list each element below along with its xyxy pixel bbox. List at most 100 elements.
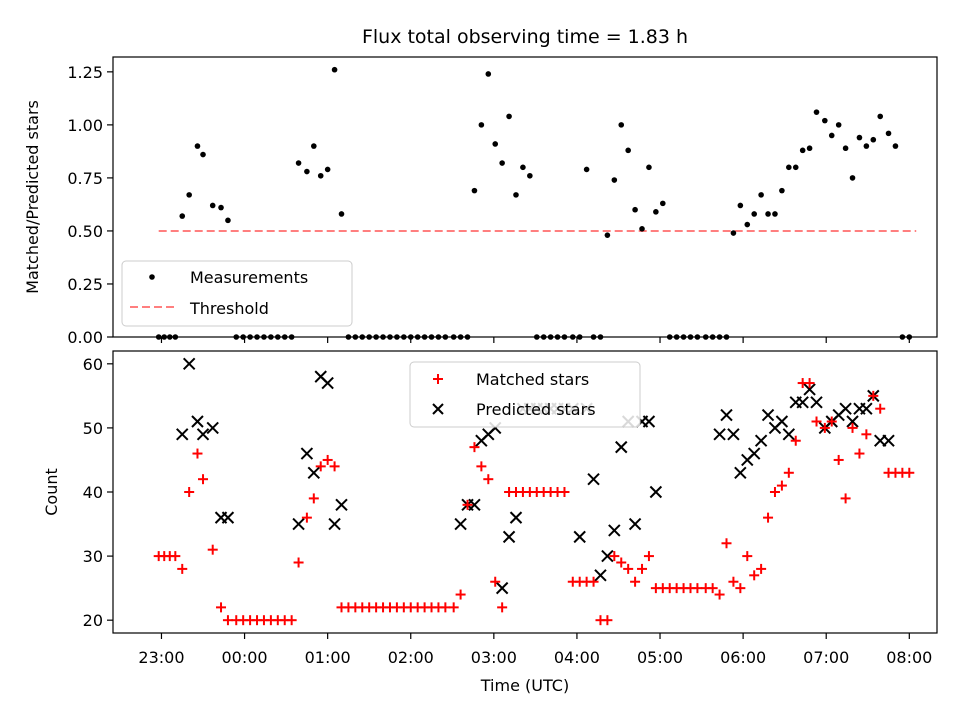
predicted-point bbox=[182, 357, 196, 371]
measurement-point bbox=[885, 130, 892, 137]
measurement-point bbox=[478, 122, 485, 128]
measurement-point bbox=[856, 134, 863, 141]
matched-point bbox=[742, 551, 753, 562]
y-tick-label: 20 bbox=[83, 611, 103, 630]
matched-point bbox=[769, 487, 780, 497]
measurement-point bbox=[304, 168, 310, 175]
predicted-point bbox=[300, 447, 314, 460]
matched-point bbox=[329, 461, 340, 472]
matched-point bbox=[483, 474, 494, 485]
predicted-point bbox=[601, 549, 614, 563]
matched-point bbox=[875, 403, 886, 414]
x-tick-label: 08:00 bbox=[886, 648, 932, 667]
matched-point bbox=[476, 461, 487, 472]
x-axis-label: Time (UTC) bbox=[480, 676, 569, 695]
measurement-point bbox=[632, 206, 638, 213]
matched-point bbox=[840, 493, 851, 504]
y-tick-label: 0.00 bbox=[67, 328, 103, 347]
predicted-point bbox=[221, 511, 235, 524]
y-tick-label: 60 bbox=[83, 355, 103, 374]
x-tick-label: 00:00 bbox=[222, 648, 268, 667]
predicted-point bbox=[727, 428, 740, 441]
matched-point bbox=[184, 487, 195, 497]
legend-measurements-label: Measurements bbox=[190, 268, 308, 287]
matched-point bbox=[322, 454, 333, 465]
matched-point bbox=[616, 557, 627, 568]
x-tick-label: 03:00 bbox=[471, 648, 517, 667]
matched-point bbox=[819, 422, 830, 433]
top-legend-box bbox=[121, 260, 353, 327]
matched-point bbox=[904, 467, 915, 478]
y-tick-label: 1.00 bbox=[67, 116, 103, 135]
matched-point bbox=[763, 512, 774, 523]
top-y-ticks: 0.00 0.25 0.50 0.75 1.00 1.25 bbox=[67, 63, 113, 347]
predicted-point bbox=[747, 447, 761, 460]
measurement-point bbox=[583, 166, 590, 173]
matched-point bbox=[216, 602, 227, 613]
predicted-point bbox=[796, 396, 809, 409]
measurement-point bbox=[520, 164, 526, 171]
matched-point bbox=[643, 551, 654, 562]
y-tick-label: 0.25 bbox=[67, 275, 103, 294]
predicted-point bbox=[307, 466, 321, 479]
measurement-point bbox=[772, 211, 778, 217]
measurement-point bbox=[842, 145, 849, 152]
predicted-point bbox=[761, 408, 775, 422]
measurement-point bbox=[653, 209, 659, 215]
matched-point bbox=[804, 378, 815, 389]
predicted-point bbox=[335, 498, 348, 512]
predicted-point bbox=[860, 402, 873, 415]
matched-point bbox=[301, 512, 312, 523]
measurement-point bbox=[822, 117, 828, 124]
matched-point bbox=[462, 499, 473, 510]
measurement-point bbox=[338, 211, 345, 217]
measurement-point bbox=[317, 172, 324, 179]
bottom-y-ticks: 20 30 40 50 60 bbox=[83, 355, 113, 630]
matched-point bbox=[559, 487, 570, 497]
matched-point bbox=[308, 493, 319, 504]
matched-point bbox=[315, 461, 326, 472]
y-tick-label: 30 bbox=[83, 547, 103, 566]
x-tick-label: 02:00 bbox=[388, 648, 434, 667]
predicted-point bbox=[615, 440, 628, 454]
matched-point bbox=[790, 435, 801, 446]
y-tick-label: 0.50 bbox=[67, 222, 103, 241]
y-tick-label: 40 bbox=[83, 483, 103, 502]
x-tick-label: 05:00 bbox=[637, 648, 683, 667]
y-tick-label: 1.25 bbox=[67, 63, 103, 82]
bottom-legend: Matched stars Predicted stars bbox=[409, 361, 641, 428]
matched-point bbox=[207, 544, 218, 555]
measurement-point bbox=[492, 141, 499, 147]
measurement-point bbox=[324, 166, 331, 173]
predicted-point bbox=[803, 383, 816, 396]
matched-point bbox=[192, 448, 203, 459]
predicted-point bbox=[608, 524, 621, 537]
legend-matched-marker bbox=[433, 374, 443, 384]
measurement-point bbox=[225, 217, 231, 224]
matched-point bbox=[714, 589, 725, 600]
measurement-point bbox=[625, 147, 631, 154]
predicted-point bbox=[642, 415, 656, 428]
matched-point bbox=[826, 416, 837, 427]
measurement-point bbox=[813, 109, 820, 115]
measurement-point bbox=[799, 147, 806, 154]
predicted-point bbox=[839, 402, 852, 415]
top-panel: 0.00 0.25 0.50 0.75 1.00 1.25 Matched/Predict… bbox=[23, 56, 938, 347]
matched-point bbox=[293, 557, 304, 568]
matched-point bbox=[776, 480, 787, 491]
y-tick-label: 0.75 bbox=[67, 169, 103, 188]
matched-point bbox=[728, 576, 739, 587]
predicted-point bbox=[454, 517, 467, 531]
matched-point bbox=[811, 416, 822, 427]
measurement-point bbox=[311, 143, 317, 149]
predicted-point bbox=[587, 472, 600, 486]
matched-point bbox=[861, 429, 872, 440]
y-tick-label: 50 bbox=[83, 419, 103, 438]
matched-point bbox=[868, 390, 879, 401]
x-tick-label: 07:00 bbox=[803, 648, 849, 667]
predicted-point bbox=[573, 530, 586, 544]
x-tick-label: 06:00 bbox=[720, 648, 766, 667]
legend-predicted-marker bbox=[432, 403, 444, 415]
predicted-point bbox=[292, 517, 305, 531]
